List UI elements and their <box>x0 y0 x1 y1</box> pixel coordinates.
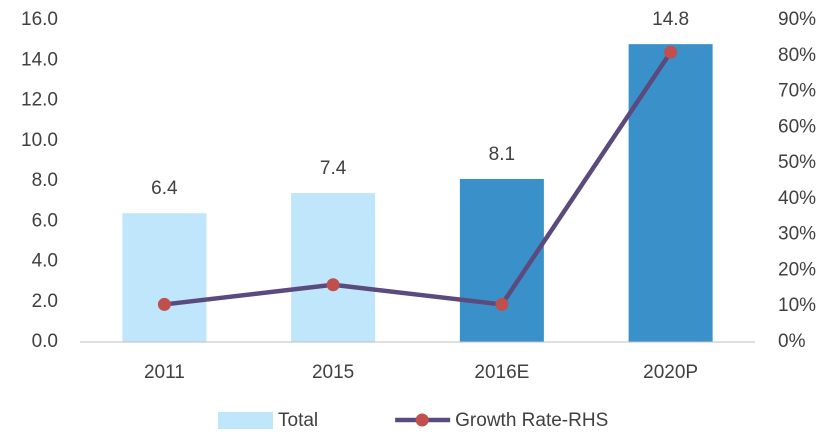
y-tick-label: 14.0 <box>21 49 58 70</box>
bar <box>122 213 207 342</box>
data-label: 7.4 <box>320 158 347 179</box>
x-tick-label: 2011 <box>144 362 185 383</box>
y2-tick-label: 30% <box>778 224 816 245</box>
data-label: 14.8 <box>652 9 689 30</box>
x-tick-label: 2015 <box>312 362 354 383</box>
y2-tick-label: 90% <box>778 9 816 30</box>
bar <box>628 44 713 343</box>
y-tick-label: 4.0 <box>32 251 58 272</box>
legend-swatch <box>415 413 429 427</box>
y2-tick-label: 40% <box>778 188 816 209</box>
marker <box>326 278 340 292</box>
y2-tick-label: 20% <box>778 259 816 280</box>
y2-tick-label: 70% <box>778 81 816 102</box>
y-tick-label: 10.0 <box>21 130 58 151</box>
line <box>164 50 673 307</box>
legend-swatch <box>218 412 273 429</box>
x-tick-label: 2016E <box>474 362 529 383</box>
y2-tick-label: 60% <box>778 116 816 137</box>
y2-tick-label: 10% <box>778 295 816 316</box>
y-tick-label: 6.0 <box>32 210 58 231</box>
marker <box>664 45 678 59</box>
y-tick-label: 0.0 <box>32 331 58 352</box>
y-tick-label: 16.0 <box>21 9 58 30</box>
y-tick-label: 8.0 <box>32 170 58 191</box>
x-tick-label: 2020P <box>643 362 698 383</box>
y2-tick-label: 0% <box>778 331 806 352</box>
y-tick-label: 2.0 <box>32 291 58 312</box>
legend-label: Growth Rate-RHS <box>455 410 608 431</box>
legend-label: Total <box>278 410 318 431</box>
y-tick-label: 12.0 <box>21 90 58 111</box>
marker <box>495 297 509 311</box>
y2-tick-label: 50% <box>778 152 816 173</box>
data-label: 6.4 <box>151 178 178 199</box>
y2-tick-label: 80% <box>778 45 816 66</box>
bar <box>291 193 376 342</box>
marker <box>157 297 171 311</box>
data-label: 8.1 <box>489 144 515 165</box>
